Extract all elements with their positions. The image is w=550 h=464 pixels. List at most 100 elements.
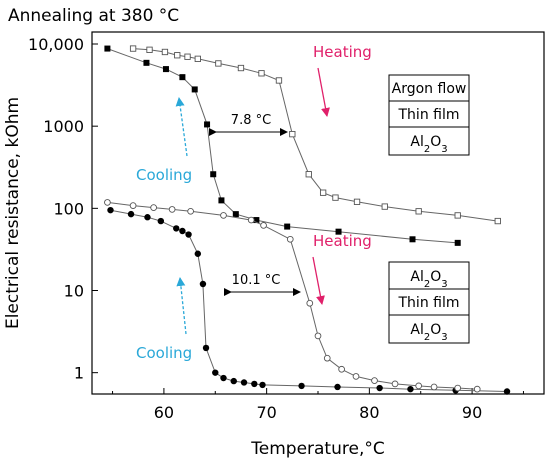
stack-lower-bottom-label: Al2O3 [410,322,447,343]
point-open-circle [306,299,314,307]
chart-title: Annealing at 380 °C [8,6,179,26]
point-open-circle [391,380,399,388]
y-axis-ticks: 1 10 100 1000 10,000 [28,35,98,383]
point-open-square [146,46,153,53]
point-open-square [353,198,361,205]
point-open-circle [150,204,157,211]
y-tick-label: 1 [74,364,84,383]
point-filled-circle [407,385,414,393]
heating-arrow-lower [312,256,325,305]
point-open-circle [415,382,423,390]
point-filled-square [104,45,111,52]
point-filled-circle [173,225,180,232]
y-axis-label: Electrical resistance, kOhm [3,97,23,329]
point-open-square [319,189,327,196]
point-filled-circle [334,383,341,391]
cooling-arrow-upper [175,97,188,157]
point-filled-square [204,121,211,128]
point-filled-circle [212,369,219,376]
point-open-circle [314,332,322,340]
point-open-circle [371,377,378,384]
stack-lower-top-label: Al2O3 [410,269,447,290]
point-filled-circle [199,280,207,288]
point-open-circle [220,212,227,219]
point-open-circle [260,222,267,229]
x-tick-label: 80 [359,403,379,422]
point-open-circle [352,373,360,380]
point-filled-square [232,211,239,218]
x-axis-label: Temperature,°C [250,439,384,459]
point-open-square [161,48,169,56]
stack-upper-top-box [388,74,470,102]
point-open-square [454,212,461,219]
point-open-square [174,52,181,59]
point-open-circle [286,235,294,243]
point-open-square [381,203,388,210]
y-tick-label: 100 [53,199,84,218]
x-tick-label: 70 [256,403,276,422]
stack-upper-top-label: Argon flow [392,81,467,97]
point-open-square [184,53,191,60]
y-tick-label: 1000 [43,117,84,136]
point-open-circle [454,384,462,392]
point-open-circle [338,365,345,373]
point-filled-circle [107,206,114,214]
point-open-square [289,130,296,138]
heating-label-upper: Heating [313,43,372,61]
point-filled-circle [194,250,202,257]
point-open-square [332,194,339,201]
y-tick-label: 10,000 [28,35,84,54]
point-filled-circle [202,344,210,352]
heating-arrow-upper [317,67,330,117]
point-filled-circle [157,217,165,225]
point-open-square [258,70,265,77]
cooling-label-lower: Cooling [136,344,192,362]
series-layer [104,45,511,395]
point-filled-circle [251,380,258,388]
heating-label-lower: Heating [313,232,372,250]
point-filled-circle [220,374,227,382]
point-filled-circle [376,384,383,392]
point-open-square [237,64,245,72]
lower-delta-label: 10.1 °C [232,273,281,288]
point-filled-square [162,66,169,73]
upper-layer-stack: Argon flow Thin film Al2O3 [388,74,470,156]
lower-layer-stack: Al2O3 Thin film Al2O3 [388,261,470,344]
point-open-square [129,45,137,52]
stack-upper-bottom-label: Al2O3 [410,134,447,155]
point-filled-square [143,59,150,66]
point-open-square [305,171,312,178]
point-filled-circle [240,379,248,386]
point-filled-circle [144,214,151,221]
point-open-circle [104,199,111,206]
point-filled-square [454,239,461,246]
x-tick-label: 90 [462,403,482,422]
upper-delta-label: 7.8 °C [231,113,271,128]
point-open-square [494,217,501,225]
point-open-circle [168,206,176,213]
point-open-square [415,208,422,215]
point-filled-square [191,86,198,93]
point-open-square [275,77,283,84]
point-filled-circle [503,388,511,395]
series-line-filled-circle [110,209,508,392]
stack-lower-mid-box [388,288,470,316]
point-filled-square [179,74,186,81]
point-open-circle [323,354,331,362]
point-open-square [215,60,222,67]
stack-upper-mid-label: Thin film [398,107,460,123]
stack-upper-bottom-box [388,126,470,156]
point-filled-square [409,236,416,243]
point-open-circle [247,216,255,224]
point-open-circle [129,202,137,209]
cooling-label-upper: Cooling [136,166,192,184]
point-filled-circle [259,381,266,389]
x-axis-ticks: 60 70 80 90 [112,388,524,422]
point-filled-square [335,228,342,235]
x-tick-label: 60 [154,403,174,422]
point-filled-square [284,223,291,230]
point-open-circle [430,383,438,391]
point-filled-circle [298,382,305,390]
cooling-arrow-lower [176,277,187,335]
